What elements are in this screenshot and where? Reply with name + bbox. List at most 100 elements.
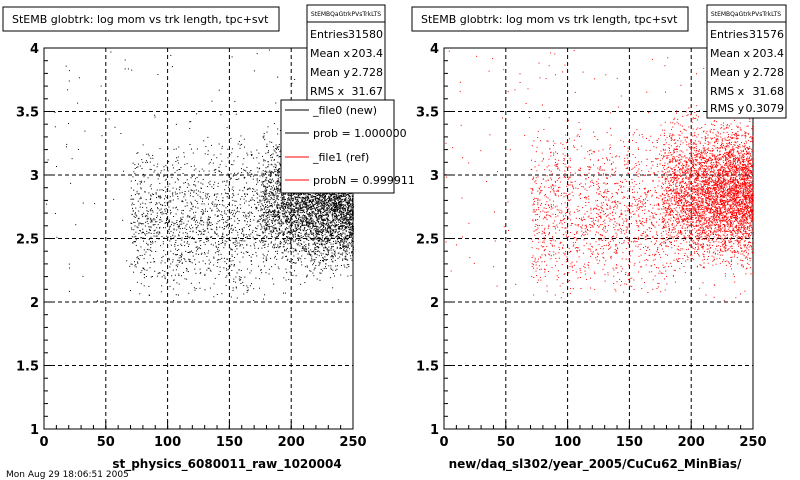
left-point [195, 211, 197, 213]
left-point [268, 223, 270, 225]
left-point [328, 246, 330, 248]
left-point [292, 274, 294, 276]
left-point [290, 248, 292, 250]
left-point [294, 193, 296, 195]
left-point [318, 232, 320, 234]
left-point [147, 223, 149, 225]
left-point [327, 193, 328, 195]
left-point [139, 183, 141, 185]
left-point [211, 186, 213, 188]
left-point [304, 258, 306, 259]
left-point [325, 227, 326, 229]
left-point [341, 211, 343, 213]
left-point [268, 228, 270, 230]
left-point [352, 195, 354, 197]
left-point [336, 214, 337, 216]
left-point [312, 259, 314, 261]
left-point [321, 203, 322, 205]
left-point [341, 220, 343, 222]
left-point [301, 203, 303, 205]
left-point [190, 177, 192, 179]
left-point [156, 203, 158, 205]
left-point [263, 214, 265, 216]
left-point [273, 227, 275, 229]
left-point [332, 273, 334, 274]
left-point [282, 202, 284, 204]
left-point [311, 214, 313, 216]
left-point [269, 198, 271, 200]
left-point [286, 218, 288, 220]
left-point [246, 268, 248, 270]
left-point [301, 222, 303, 223]
left-point [350, 218, 352, 220]
left-point [306, 202, 308, 204]
left-point [285, 211, 287, 213]
left-point [261, 247, 263, 249]
left-point [317, 216, 319, 218]
left-point [262, 215, 264, 216]
left-point [314, 225, 316, 227]
left-point [340, 200, 342, 202]
left-point [163, 169, 165, 171]
left-point [286, 219, 288, 221]
left-point [271, 236, 273, 238]
left-point [286, 203, 287, 205]
left-point [318, 227, 320, 229]
left-point [294, 208, 295, 210]
left-point [348, 205, 350, 207]
left-point [151, 221, 153, 223]
left-point [304, 199, 306, 201]
left-point [272, 223, 273, 224]
left-point [219, 220, 221, 222]
left-point [346, 267, 348, 269]
left-point [311, 202, 312, 204]
left-point [317, 233, 319, 234]
left-point [308, 226, 310, 228]
left-point [274, 194, 276, 196]
left-point [287, 203, 289, 205]
left-point [207, 267, 209, 269]
left-point [285, 216, 287, 218]
left-point [352, 211, 354, 213]
left-point [300, 226, 302, 228]
left-point [346, 194, 348, 195]
left-point [277, 216, 279, 218]
left-point [277, 170, 278, 171]
left-point [311, 251, 313, 253]
left-point [289, 241, 291, 243]
left-point [207, 223, 209, 225]
left-point [330, 208, 332, 210]
left-point [189, 210, 191, 212]
left-point [282, 210, 284, 212]
left-point [302, 196, 304, 198]
left-point [340, 213, 342, 215]
left-point [327, 230, 329, 232]
left-point [279, 223, 281, 225]
left-point [348, 242, 350, 243]
left-point [138, 217, 140, 219]
left-point [349, 202, 350, 204]
left-point [294, 226, 296, 228]
left-point [310, 253, 312, 255]
left-point [150, 236, 152, 238]
left-point [344, 205, 346, 207]
left-point [315, 233, 317, 235]
left-point [316, 229, 318, 231]
left-point [274, 255, 276, 257]
left-point [316, 226, 318, 228]
left-point [294, 193, 295, 195]
left-point [343, 201, 345, 202]
left-point [220, 253, 222, 255]
left-point [308, 221, 310, 223]
left-point [297, 228, 298, 230]
left-point [141, 254, 143, 256]
left-point [277, 195, 279, 197]
left-point [334, 202, 336, 204]
left-point [341, 216, 343, 218]
left-point [322, 219, 324, 220]
left-point [309, 214, 310, 216]
left-point [319, 240, 321, 241]
left-point [276, 183, 278, 185]
left-point [289, 247, 291, 249]
left-point [301, 207, 303, 209]
